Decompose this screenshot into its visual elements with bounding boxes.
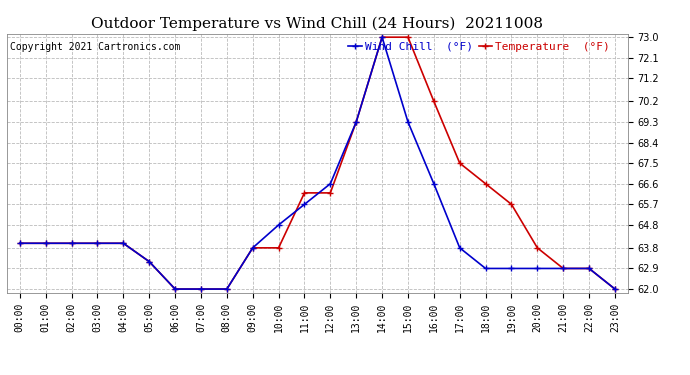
Wind Chill  (°F) <box>145 260 153 264</box>
Temperature  (°F) <box>16 241 24 246</box>
Title: Outdoor Temperature vs Wind Chill (24 Hours)  20211008: Outdoor Temperature vs Wind Chill (24 Ho… <box>91 17 544 31</box>
Wind Chill  (°F) <box>197 287 205 291</box>
Line: Temperature  (°F): Temperature (°F) <box>17 34 618 292</box>
Wind Chill  (°F) <box>611 287 619 291</box>
Temperature  (°F) <box>275 246 283 250</box>
Temperature  (°F) <box>300 190 308 195</box>
Temperature  (°F) <box>223 287 231 291</box>
Wind Chill  (°F) <box>455 246 464 250</box>
Temperature  (°F) <box>41 241 50 246</box>
Temperature  (°F) <box>482 182 490 186</box>
Temperature  (°F) <box>352 120 360 124</box>
Temperature  (°F) <box>404 35 412 39</box>
Wind Chill  (°F) <box>119 241 128 246</box>
Wind Chill  (°F) <box>326 182 335 186</box>
Temperature  (°F) <box>326 190 335 195</box>
Wind Chill  (°F) <box>275 223 283 227</box>
Temperature  (°F) <box>585 266 593 271</box>
Wind Chill  (°F) <box>430 182 438 186</box>
Wind Chill  (°F) <box>559 266 567 271</box>
Wind Chill  (°F) <box>171 287 179 291</box>
Wind Chill  (°F) <box>533 266 542 271</box>
Legend: Wind Chill  (°F), Temperature  (°F): Wind Chill (°F), Temperature (°F) <box>348 42 610 52</box>
Temperature  (°F) <box>533 246 542 250</box>
Temperature  (°F) <box>378 35 386 39</box>
Temperature  (°F) <box>197 287 205 291</box>
Wind Chill  (°F) <box>248 246 257 250</box>
Wind Chill  (°F) <box>41 241 50 246</box>
Temperature  (°F) <box>68 241 76 246</box>
Temperature  (°F) <box>145 260 153 264</box>
Temperature  (°F) <box>171 287 179 291</box>
Temperature  (°F) <box>119 241 128 246</box>
Line: Wind Chill  (°F): Wind Chill (°F) <box>17 34 618 292</box>
Wind Chill  (°F) <box>404 120 412 124</box>
Temperature  (°F) <box>507 202 515 207</box>
Wind Chill  (°F) <box>16 241 24 246</box>
Temperature  (°F) <box>93 241 101 246</box>
Temperature  (°F) <box>455 161 464 165</box>
Temperature  (°F) <box>248 246 257 250</box>
Temperature  (°F) <box>559 266 567 271</box>
Temperature  (°F) <box>611 287 619 291</box>
Wind Chill  (°F) <box>585 266 593 271</box>
Wind Chill  (°F) <box>68 241 76 246</box>
Temperature  (°F) <box>430 99 438 104</box>
Wind Chill  (°F) <box>507 266 515 271</box>
Text: Copyright 2021 Cartronics.com: Copyright 2021 Cartronics.com <box>10 42 180 51</box>
Wind Chill  (°F) <box>223 287 231 291</box>
Wind Chill  (°F) <box>93 241 101 246</box>
Wind Chill  (°F) <box>482 266 490 271</box>
Wind Chill  (°F) <box>352 120 360 124</box>
Wind Chill  (°F) <box>300 202 308 207</box>
Wind Chill  (°F) <box>378 35 386 39</box>
